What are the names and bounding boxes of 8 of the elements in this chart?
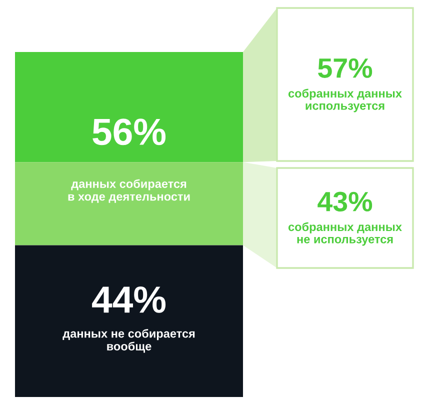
category-label: собранных данных используется (288, 88, 402, 112)
category-label: данных собирается в ходе деятельности (68, 179, 190, 203)
category-label: данных не собирается вообще (62, 328, 195, 353)
data-label: 56% (92, 118, 166, 146)
data-label: 43% (318, 192, 372, 212)
data-label: 44% (92, 286, 166, 313)
category-label: собранных данных не используется (288, 222, 402, 246)
data-label: 57% (318, 58, 372, 78)
